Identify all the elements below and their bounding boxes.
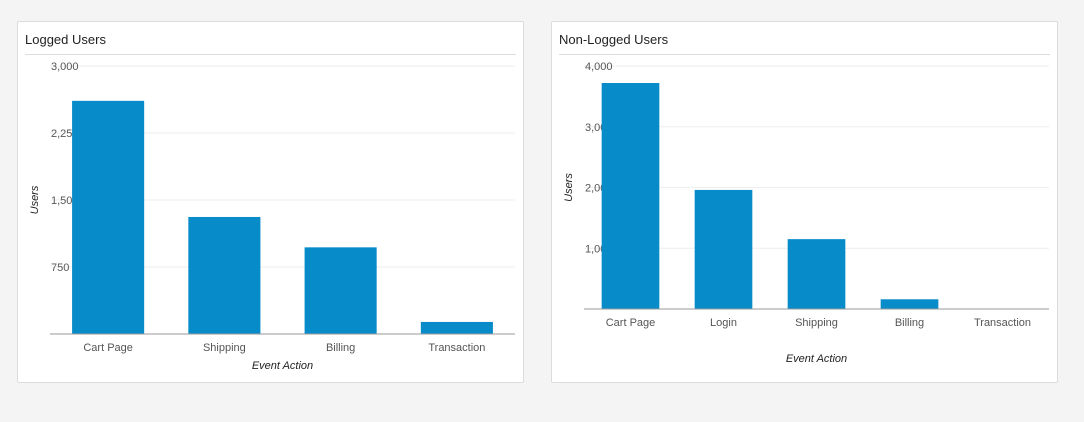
bar [601,83,660,309]
x-tick-label: Login [710,317,737,329]
title-divider [559,54,1050,55]
x-tick-label: Billing [326,342,355,354]
non-logged-users-panel: Non-Logged Users 1,000 2,000 3,000 4,000 Car… [551,21,1058,383]
y-tick-label: 2,250 [51,128,79,140]
x-tick-label: Cart Page [606,317,656,329]
x-tick-label: Cart Page [83,342,133,354]
x-tick-label: Transaction [974,317,1031,329]
logged-users-panel: Logged Users 750 1,500 2,250 3,000 Cart Page… [17,21,524,383]
bar [304,247,377,334]
x-tick-label: Transaction [428,342,485,354]
x-tick-label: Shipping [795,317,838,329]
y-tick-label: 3,000 [51,61,79,73]
y-tick-label: 750 [51,262,69,274]
x-tick-label: Billing [895,317,924,329]
bar [72,100,145,334]
logged-users-bar-chart: 750 1,500 2,250 3,000 Cart Page Shipping Billi… [29,61,515,372]
y-axis-title: Users [29,185,41,214]
y-tick-label: 1,500 [51,195,79,207]
y-axis-title: Users [563,173,575,202]
bar [694,189,753,309]
bar [880,299,939,309]
bar [188,216,261,334]
bar [787,239,846,309]
panel-title: Non-Logged Users [559,32,669,47]
bar [420,321,493,334]
panel-title: Logged Users [25,32,106,47]
x-tick-label: Shipping [203,342,246,354]
y-tick-label: 4,000 [585,61,613,73]
x-axis-title: Event Action [786,353,847,365]
title-divider [25,54,516,55]
x-axis-title: Event Action [252,360,313,372]
